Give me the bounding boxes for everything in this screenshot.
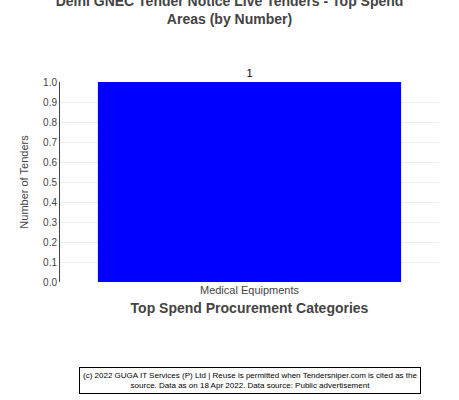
svg-text:Top Spend Procurement Categori: Top Spend Procurement Categories bbox=[131, 300, 369, 316]
svg-text:Delhi GNEC Tender Notice Live: Delhi GNEC Tender Notice Live Tenders - … bbox=[56, 0, 404, 27]
svg-text:0.5: 0.5 bbox=[43, 177, 57, 188]
svg-text:0.3: 0.3 bbox=[43, 217, 57, 228]
svg-text:0.6: 0.6 bbox=[43, 157, 57, 168]
svg-text:0.1: 0.1 bbox=[43, 257, 57, 268]
svg-text:1: 1 bbox=[246, 67, 252, 79]
svg-text:0.7: 0.7 bbox=[43, 137, 57, 148]
svg-text:Number of Tenders: Number of Tenders bbox=[18, 135, 30, 229]
svg-text:0.4: 0.4 bbox=[43, 197, 57, 208]
svg-text:0.8: 0.8 bbox=[43, 117, 57, 128]
svg-text:0.9: 0.9 bbox=[43, 97, 57, 108]
svg-text:0.2: 0.2 bbox=[43, 237, 57, 248]
svg-text:1.0: 1.0 bbox=[43, 77, 57, 88]
svg-text:Medical Equipments: Medical Equipments bbox=[200, 284, 300, 296]
svg-text:0.0: 0.0 bbox=[43, 277, 57, 288]
svg-text:(c) 2022 GUGA IT Services (P): (c) 2022 GUGA IT Services (P) Ltd | Reus… bbox=[83, 371, 417, 390]
